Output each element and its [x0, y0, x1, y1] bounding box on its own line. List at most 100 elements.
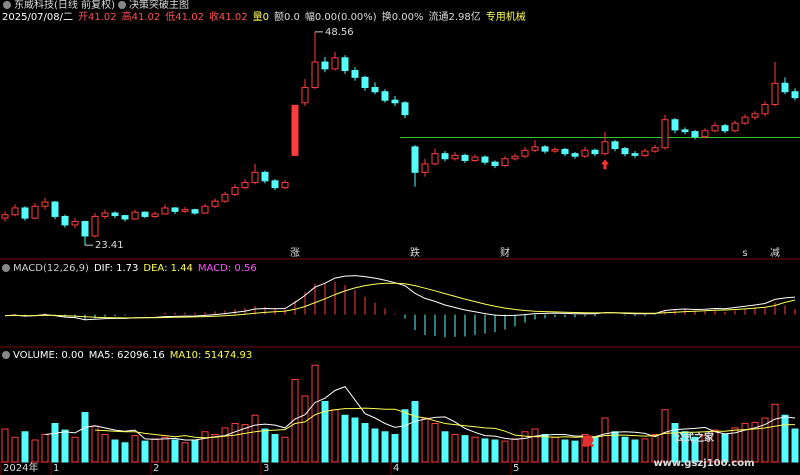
candle-body	[281, 182, 289, 189]
candle-body	[121, 215, 129, 220]
candle-body	[1, 214, 9, 219]
candle-body	[481, 156, 489, 163]
menu-icon[interactable]	[3, 1, 11, 9]
volume-bar	[681, 431, 689, 463]
candle-body	[291, 104, 299, 156]
quote-info-item: 开41.02	[78, 12, 117, 23]
x-label: 5	[513, 463, 519, 474]
macd-legend-item: DEA: 1.44	[143, 263, 193, 274]
volume-bar	[641, 438, 649, 463]
volume-bar	[121, 442, 129, 463]
candle-body	[231, 187, 239, 195]
candle-body	[191, 209, 199, 214]
candle-body	[221, 193, 229, 202]
quote-info-item: 专用机械	[486, 10, 526, 23]
macd-icon[interactable]	[2, 264, 10, 272]
candle-body	[641, 150, 649, 156]
volume-bar	[231, 423, 239, 463]
volume-bar	[221, 427, 229, 463]
candle-body	[251, 171, 259, 184]
volume-bar	[771, 403, 779, 463]
indicator-title: 决策突破主图	[129, 0, 189, 11]
x-label: 3	[263, 463, 269, 474]
candle-body	[711, 125, 719, 132]
volume-bar	[691, 436, 699, 463]
candle-body	[701, 130, 709, 138]
candle-body	[241, 182, 249, 189]
volume-bar	[201, 431, 209, 463]
volume-bar	[271, 434, 279, 463]
candle-body	[431, 153, 439, 165]
volume-icon[interactable]	[2, 351, 10, 359]
x-label: 2	[153, 463, 159, 474]
candle-body	[261, 171, 269, 182]
quote-info-item: 高41.02	[122, 10, 161, 23]
volume-bar	[81, 412, 89, 463]
candle-body	[271, 180, 279, 189]
volume-bar	[441, 431, 449, 463]
signal-label: 跌	[410, 246, 420, 259]
candle-body	[201, 205, 209, 214]
volume-bar	[251, 414, 259, 463]
volume-legend: VOLUME: 0.00 MA5: 62096.16 MA10: 51474.93	[13, 350, 252, 361]
candle-body	[521, 149, 529, 157]
candle-body	[691, 131, 699, 138]
candle-body	[321, 61, 329, 70]
volume-bar	[701, 435, 709, 463]
candle-body	[421, 163, 429, 173]
volume-legend-item: VOLUME: 0.00	[13, 350, 84, 361]
candle-body	[791, 91, 799, 99]
candle-body	[101, 212, 109, 217]
candle-body	[781, 82, 789, 93]
volume-bar	[601, 417, 609, 463]
volume-bar	[401, 409, 409, 463]
volume-bar	[301, 395, 309, 463]
candle-body	[361, 76, 369, 88]
indicator-icon[interactable]	[118, 1, 126, 9]
volume-bar	[331, 409, 339, 463]
candle-body	[531, 146, 539, 151]
volume-bar	[161, 436, 169, 463]
candle-body	[571, 153, 579, 157]
volume-bar	[171, 439, 179, 463]
candle-body	[501, 158, 509, 167]
candle-body	[11, 207, 19, 216]
candle-body	[181, 209, 189, 212]
volume-legend-item: MA10: 51474.93	[170, 350, 252, 361]
candle-body	[461, 154, 469, 161]
watermark-url: www.gszj100.com	[653, 458, 754, 469]
volume-bar	[291, 379, 299, 463]
candle-body	[651, 147, 659, 152]
volume-bar	[471, 436, 479, 463]
candle-body	[721, 125, 729, 132]
quote-info-item: 幅0.00(0.00%)	[305, 10, 377, 23]
signal-label: s	[742, 248, 747, 259]
volume-bar	[381, 431, 389, 463]
volume-bar	[571, 440, 579, 463]
candle-body	[761, 103, 769, 115]
quote-info-item: 2025/07/08/二	[2, 12, 73, 23]
volume-bar	[391, 434, 399, 463]
candle-body	[111, 212, 119, 217]
candle-body	[741, 116, 749, 124]
volume-bar	[621, 436, 629, 463]
high-label: 48.56	[325, 27, 354, 38]
volume-bar	[131, 435, 139, 463]
volume-bar	[781, 414, 789, 463]
volume-bar	[661, 409, 669, 463]
volume-bar	[711, 429, 719, 463]
volume-bar	[181, 442, 189, 463]
volume-bar	[21, 431, 29, 463]
candle-body	[141, 211, 149, 217]
candle-body	[151, 213, 159, 217]
volume-bar	[111, 439, 119, 463]
quote-info-item: 流通2.98亿	[428, 10, 480, 23]
dif-line	[4, 275, 796, 321]
volume-bar	[61, 429, 69, 463]
x-label: 2024年	[3, 461, 38, 474]
volume-bar	[41, 434, 49, 463]
quote-info-item: 收41.02	[209, 10, 248, 23]
stock-title: 东威科技(日线 前复权)	[14, 0, 115, 11]
candle-body	[661, 119, 669, 149]
volume-bar	[261, 428, 269, 463]
